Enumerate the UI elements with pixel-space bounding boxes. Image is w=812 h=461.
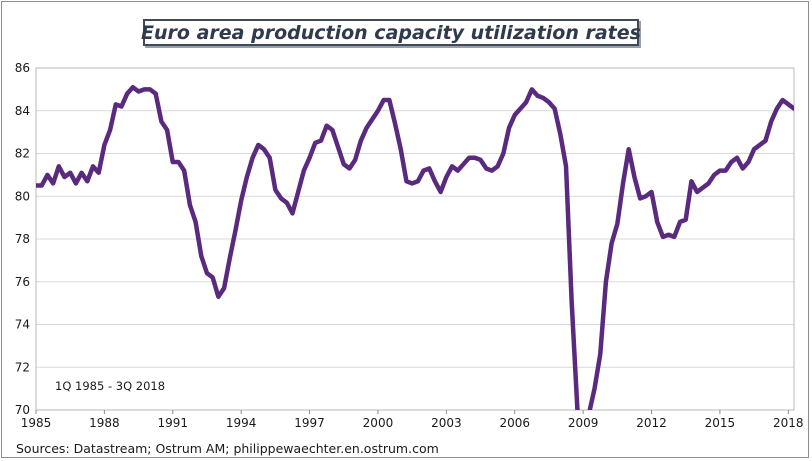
x-tick-label: 1991 — [158, 416, 189, 430]
x-tick-label: 1985 — [21, 416, 52, 430]
y-tick-label: 86 — [15, 61, 30, 75]
x-tick-label: 2012 — [636, 416, 667, 430]
x-tick-label: 2015 — [705, 416, 736, 430]
y-tick-label: 74 — [15, 318, 30, 332]
x-tick-label: 1994 — [226, 416, 257, 430]
y-tick-label: 78 — [15, 232, 30, 246]
plot-area-border — [35, 67, 795, 411]
y-tick-label: 72 — [15, 360, 30, 374]
x-tick-label: 1988 — [89, 416, 120, 430]
x-axis-tick-labels: 1985 1988 1991 1994 1997 2000 2003 2006 2009 2012… — [21, 416, 804, 430]
y-tick-label: 84 — [15, 104, 30, 118]
y-tick-label: 82 — [15, 147, 30, 161]
x-tick-label: 2003 — [431, 416, 462, 430]
y-tick-label: 80 — [15, 189, 30, 203]
chart-title-box: Euro area production capacity utilizatio… — [141, 19, 641, 46]
x-axis-tick-marks — [35, 410, 789, 414]
y-tick-label: 70 — [15, 403, 30, 417]
x-tick-label: 2009 — [568, 416, 599, 430]
chart-title: Euro area production capacity utilizatio… — [141, 21, 641, 44]
y-tick-label: 76 — [15, 275, 30, 289]
grid-lines — [36, 110, 794, 368]
y-axis-tick-labels: 70 72 74 76 78 80 82 84 86 — [15, 61, 30, 417]
period-annotation: 1Q 1985 - 3Q 2018 — [55, 379, 165, 393]
series-line-capacity-utilization — [36, 84, 794, 410]
x-tick-label: 1997 — [294, 416, 325, 430]
x-tick-label: 2000 — [363, 416, 394, 430]
x-tick-label: 2006 — [499, 416, 530, 430]
x-tick-label: 2018 — [773, 416, 804, 430]
source-note: Sources: Datastream; Ostrum AM; philippe… — [16, 441, 439, 456]
